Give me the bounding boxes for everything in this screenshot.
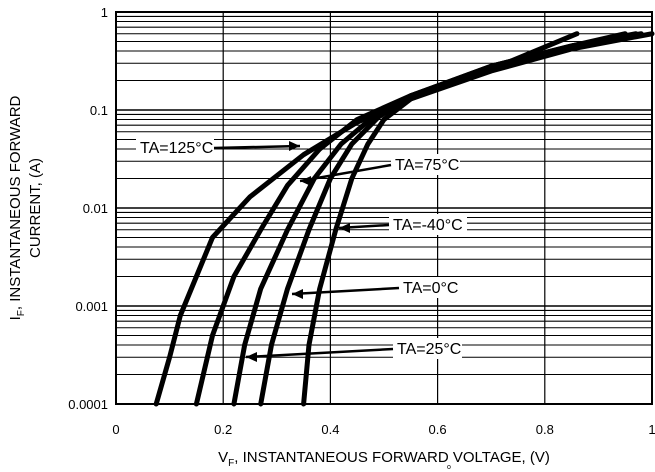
y-tick-label: 0.01 xyxy=(83,201,108,216)
svg-text:IF, INSTANTANEOUS FORWARD: IF, INSTANTANEOUS FORWARD xyxy=(7,95,27,320)
series-label-leader xyxy=(213,144,301,150)
stray-mark: o xyxy=(447,464,451,471)
tick-labels: 0 0.2 0.4 0.6 0.8 1 0.0001 0.001 0.01 0.1 1 xyxy=(68,5,655,437)
x-tick-label: 1 xyxy=(648,422,655,437)
series-labels: TA=125°C TA=75°C TA=-40°C TA=0°C TA=25°C xyxy=(136,137,467,362)
series-label-leader xyxy=(245,347,394,359)
y-tick-label: 0.1 xyxy=(90,103,108,118)
series-label-arrowhead xyxy=(339,223,350,233)
series-label-arrowhead xyxy=(289,141,300,151)
y-axis-title: IF, INSTANTANEOUS FORWARD CURRENT, (A) xyxy=(7,95,44,320)
series-line xyxy=(301,31,580,407)
series-label-background xyxy=(393,338,462,359)
series-label-background xyxy=(389,214,467,235)
x-axis-title: VF, INSTANTANEOUS FORWARD VOLTAGE, (V) xyxy=(218,449,550,469)
plot-frame xyxy=(115,11,653,405)
series-curves xyxy=(153,31,655,407)
series-label-leader xyxy=(291,286,400,296)
series-label-background xyxy=(399,277,459,298)
svg-text:CURRENT, (A): CURRENT, (A) xyxy=(27,158,44,258)
series-label-arrowhead xyxy=(246,352,257,362)
x-tick-label: 0.4 xyxy=(321,422,339,437)
series-label: TA=75°C xyxy=(395,157,459,174)
series-label-leader xyxy=(299,163,392,183)
series-label: TA=125°C xyxy=(140,140,213,157)
x-tick-label: 0.6 xyxy=(429,422,447,437)
x-tick-label: 0 xyxy=(112,422,119,437)
series-label: TA=0°C xyxy=(403,280,458,297)
series-label-background xyxy=(391,154,460,175)
series-label-arrowhead xyxy=(292,289,303,299)
grid xyxy=(115,12,653,405)
series-label-background xyxy=(136,137,214,158)
series-label-arrowhead xyxy=(300,176,311,186)
x-tick-label: 0.8 xyxy=(536,422,554,437)
x-tick-label: 0.2 xyxy=(214,422,232,437)
series-line xyxy=(153,31,655,407)
y-tick-label: 0.0001 xyxy=(68,397,108,412)
series-label: TA=25°C xyxy=(397,341,461,358)
y-tick-label: 1 xyxy=(101,5,108,20)
series-label: TA=-40°C xyxy=(393,217,463,234)
y-tick-label: 0.001 xyxy=(75,299,108,314)
